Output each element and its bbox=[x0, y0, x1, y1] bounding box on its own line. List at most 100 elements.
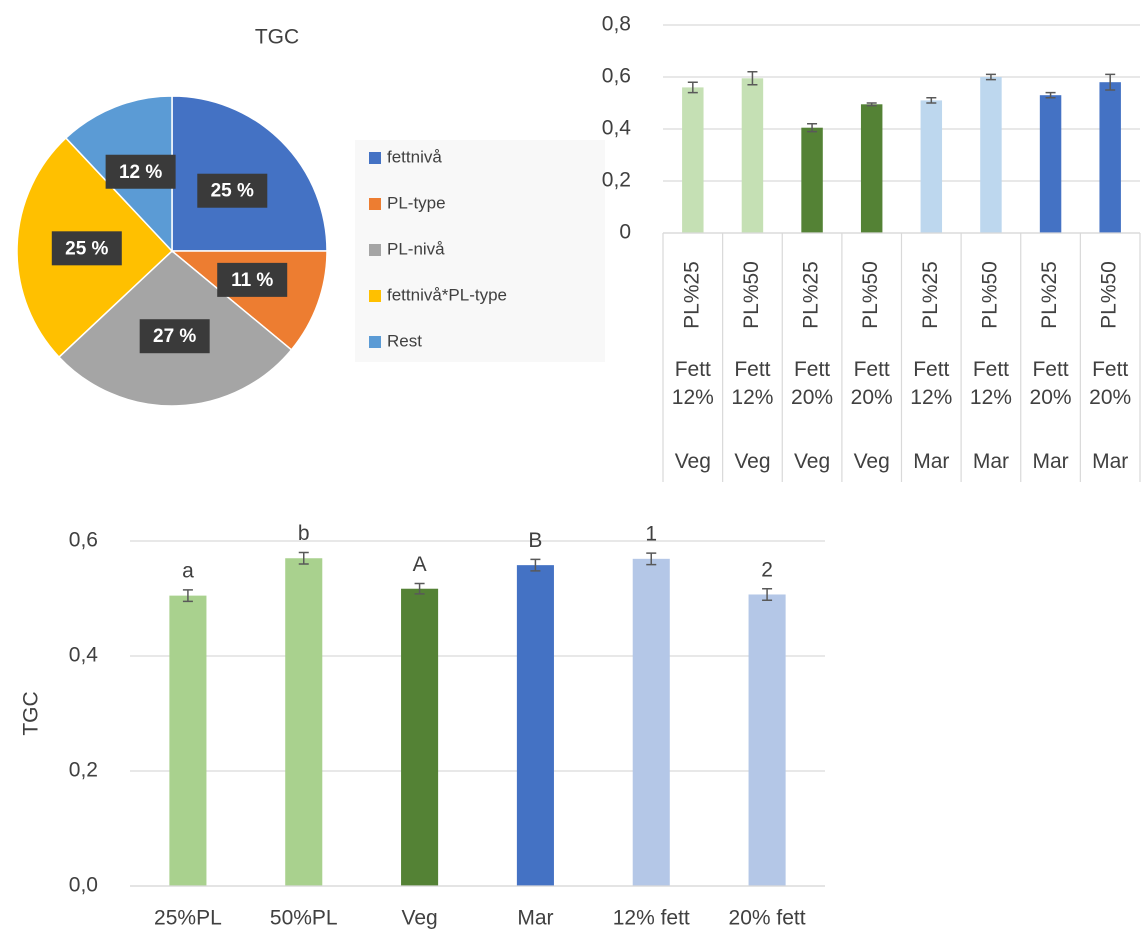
bar bbox=[632, 558, 670, 886]
error-bar bbox=[298, 551, 309, 565]
error-bar bbox=[807, 123, 818, 133]
x-tick-label: PL%50 bbox=[740, 261, 763, 329]
category-label: Fett 20% bbox=[1029, 358, 1072, 409]
bar bbox=[860, 104, 883, 233]
data-label-box bbox=[51, 231, 122, 266]
category-label: Mar bbox=[913, 450, 950, 473]
annotation: B bbox=[528, 529, 542, 552]
bar bbox=[401, 588, 439, 886]
data-label-box bbox=[197, 173, 268, 208]
category-label: Fett 12% bbox=[731, 358, 774, 409]
x-tick-label: PL%25 bbox=[1038, 261, 1061, 329]
data-label: 25 % bbox=[211, 181, 254, 202]
legend-swatch bbox=[369, 244, 381, 256]
category-label: Mar bbox=[1092, 450, 1129, 473]
category-label: Fett 20% bbox=[1089, 358, 1132, 409]
x-tick-label: 25%PL bbox=[154, 907, 222, 930]
legend-label: PL-nivå bbox=[387, 239, 445, 258]
y-tick-label: 0,8 bbox=[602, 13, 631, 36]
y-tick-label: 0,0 bbox=[69, 874, 98, 897]
category-label: Veg bbox=[734, 450, 771, 473]
category-cell: Mar bbox=[913, 450, 950, 473]
error-bar bbox=[926, 97, 937, 104]
error-bar bbox=[1045, 91, 1056, 99]
bar bbox=[682, 87, 704, 234]
category-cell: Veg bbox=[854, 450, 890, 473]
error-bar bbox=[182, 589, 193, 603]
bar bbox=[169, 595, 207, 886]
error-bar bbox=[866, 102, 877, 107]
pie-slice bbox=[169, 250, 328, 351]
error-bar bbox=[530, 558, 541, 572]
x-tick-label: Veg bbox=[401, 907, 437, 930]
error-bar bbox=[747, 71, 758, 86]
annotation: 2 bbox=[761, 558, 773, 581]
category-cell: Fett 20% bbox=[850, 358, 893, 409]
category-label: Veg bbox=[793, 450, 831, 473]
bar bbox=[285, 558, 323, 886]
legend-swatch bbox=[369, 290, 381, 302]
annotation: A bbox=[413, 553, 427, 576]
pie-slice bbox=[171, 95, 328, 252]
bar bbox=[1039, 95, 1062, 233]
category-cell: Mar bbox=[973, 450, 1009, 473]
x-tick-label: PL%25 bbox=[800, 261, 823, 329]
legend-label: PL-type bbox=[387, 193, 446, 212]
category-cell: Veg bbox=[734, 450, 771, 473]
data-label-box bbox=[139, 319, 210, 354]
x-tick-label: 20% fett bbox=[729, 907, 806, 930]
x-tick-label: PL%50 bbox=[859, 261, 882, 329]
bar bbox=[920, 100, 943, 234]
annotation: b bbox=[298, 522, 310, 545]
category-label: Fett 20% bbox=[850, 358, 893, 409]
category-label: Mar bbox=[1032, 450, 1069, 473]
category-cell: Fett 12% bbox=[910, 358, 953, 409]
legend-swatch bbox=[369, 198, 381, 210]
error-bar bbox=[1105, 73, 1116, 91]
y-axis-label: TGC bbox=[20, 691, 43, 735]
legend-label: fettnivå bbox=[387, 147, 442, 166]
x-tick-label: PL%50 bbox=[978, 261, 1001, 329]
y-tick-label: 0,4 bbox=[602, 117, 632, 140]
error-bar bbox=[762, 587, 773, 601]
legend-label: Rest bbox=[387, 331, 422, 350]
category-label: Fett 12% bbox=[671, 358, 714, 409]
category-label: Veg bbox=[674, 450, 711, 473]
data-label: 25 % bbox=[65, 238, 108, 259]
bar bbox=[748, 594, 786, 886]
data-label-box bbox=[105, 154, 176, 189]
x-tick-label: 12% fett bbox=[613, 907, 690, 930]
bar bbox=[980, 77, 1002, 233]
category-cell: Fett 20% bbox=[791, 358, 834, 409]
annotation: 1 bbox=[645, 523, 657, 546]
legend-label: fettnivå*PL-type bbox=[387, 285, 507, 304]
x-tick-label: PL%25 bbox=[919, 261, 942, 329]
y-tick-label: 0,2 bbox=[69, 759, 98, 782]
category-cell: Fett 20% bbox=[1029, 358, 1072, 409]
category-label: Fett 12% bbox=[969, 358, 1012, 409]
data-label-box bbox=[217, 262, 288, 297]
category-cell: Veg bbox=[793, 450, 831, 473]
x-tick-label: PL%50 bbox=[1098, 261, 1121, 329]
chart-title: TGC bbox=[255, 26, 299, 49]
data-label: 12 % bbox=[119, 162, 162, 183]
error-bar bbox=[687, 81, 698, 94]
data-label: 27 % bbox=[153, 326, 196, 347]
bar bbox=[516, 565, 554, 886]
error-bar bbox=[646, 552, 657, 566]
error-bar bbox=[414, 582, 425, 595]
category-label: Fett 20% bbox=[791, 358, 834, 409]
y-tick-label: 0,2 bbox=[602, 169, 631, 192]
bar bbox=[801, 127, 823, 233]
category-cell: Mar bbox=[1092, 450, 1129, 473]
category-label: Fett 12% bbox=[910, 358, 953, 409]
x-tick-label: Mar bbox=[517, 907, 553, 930]
bar bbox=[741, 78, 764, 233]
error-bar bbox=[985, 73, 996, 81]
y-tick-label: 0,6 bbox=[602, 65, 631, 88]
category-cell: Fett 12% bbox=[969, 358, 1012, 409]
category-cell: Fett 12% bbox=[671, 358, 714, 409]
y-tick-label: 0 bbox=[619, 221, 631, 244]
x-tick-label: 50%PL bbox=[270, 907, 338, 930]
